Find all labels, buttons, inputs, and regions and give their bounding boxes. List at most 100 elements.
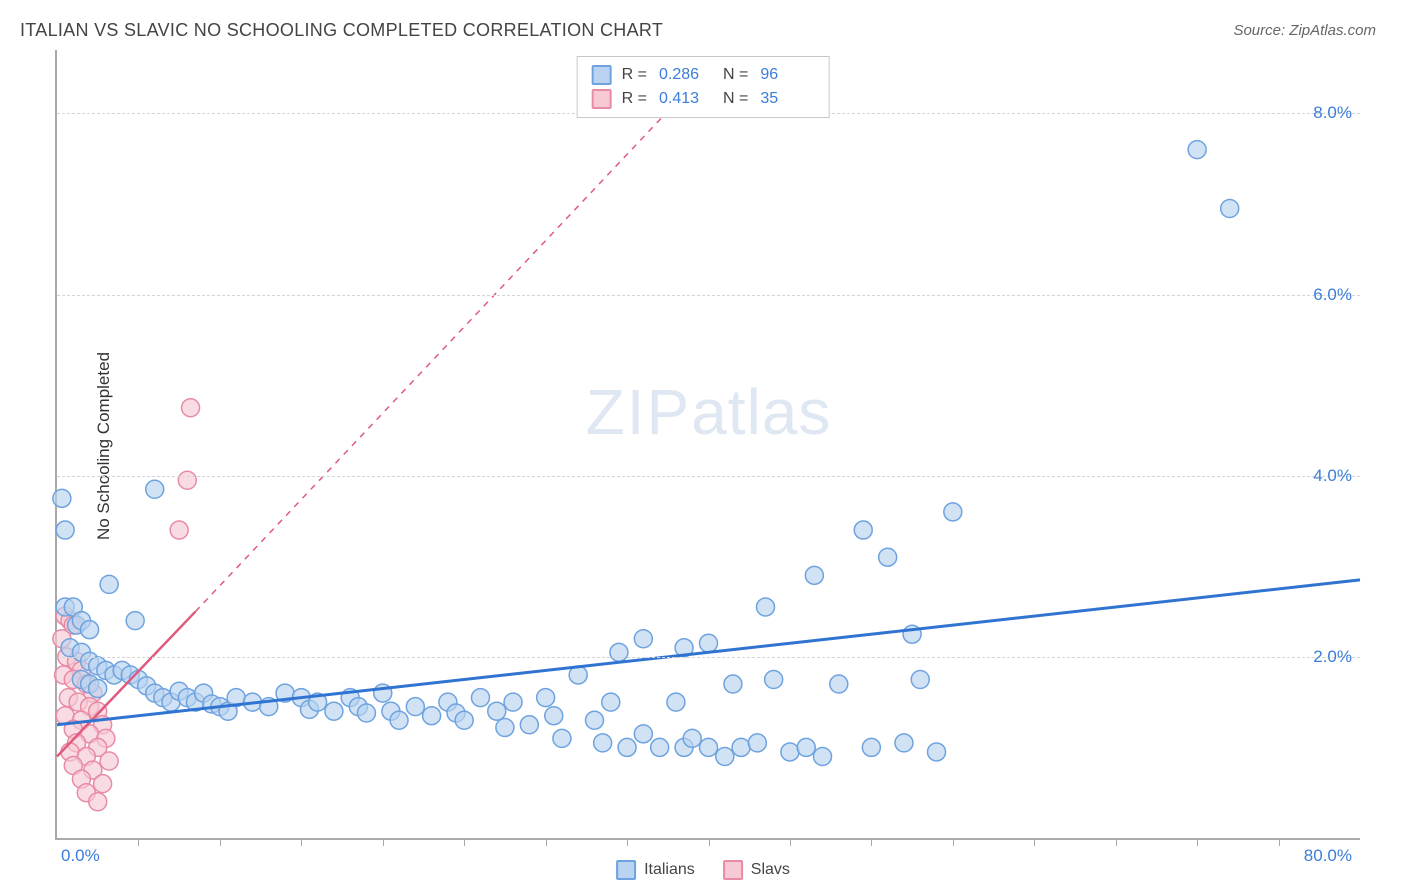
legend-r-value-italians: 0.286 [659,63,713,87]
data-point [651,738,669,756]
data-point [146,480,164,498]
legend-item-italians: Italians [616,860,695,880]
legend-swatch-italians [592,65,612,85]
data-point [553,729,571,747]
source-attribution: Source: ZipAtlas.com [1233,22,1376,39]
data-point [748,734,766,752]
data-point [765,670,783,688]
data-point [1221,200,1239,218]
data-point [390,711,408,729]
data-point [89,793,107,811]
data-point [357,704,375,722]
data-point [496,718,514,736]
legend-swatch-slavs [592,89,612,109]
data-point [594,734,612,752]
data-point [928,743,946,761]
data-point [879,548,897,566]
data-point [732,738,750,756]
x-tick-mark [1197,838,1198,846]
x-tick-mark [627,838,628,846]
data-point [325,702,343,720]
legend-r-label: R = [622,63,647,87]
data-point [797,738,815,756]
y-tick-label: 2.0% [1313,647,1352,667]
x-tick-mark [383,838,384,846]
legend-swatch-slavs [723,860,743,880]
data-point [455,711,473,729]
x-tick-mark [953,838,954,846]
data-point [610,643,628,661]
x-tick-mark [220,838,221,846]
data-point [667,693,685,711]
data-point [537,689,555,707]
plot-svg [57,50,1360,838]
data-point [488,702,506,720]
data-point [830,675,848,693]
data-point [757,598,775,616]
data-point [618,738,636,756]
chart-title: ITALIAN VS SLAVIC NO SCHOOLING COMPLETED… [20,20,663,41]
legend-r-label: R = [622,87,647,111]
data-point [520,716,538,734]
data-point [504,693,522,711]
correlation-legend: R = 0.286 N = 96 R = 0.413 N = 35 [577,56,830,118]
x-tick-mark [709,838,710,846]
x-tick-mark [138,838,139,846]
regression-line [195,68,708,611]
y-tick-label: 4.0% [1313,466,1352,486]
legend-row-slavs: R = 0.413 N = 35 [592,87,815,111]
legend-label-slavs: Slavs [751,861,790,879]
data-point [53,489,71,507]
data-point [634,630,652,648]
data-point [895,734,913,752]
data-point [89,680,107,698]
legend-n-value-italians: 96 [760,63,814,87]
data-point [178,471,196,489]
legend-n-label: N = [723,63,748,87]
data-point [700,738,718,756]
legend-n-value-slavs: 35 [760,87,814,111]
legend-label-italians: Italians [644,861,695,879]
chart-container: ITALIAN VS SLAVIC NO SCHOOLING COMPLETED… [0,0,1406,892]
legend-n-label: N = [723,87,748,111]
data-point [911,670,929,688]
grid-line [57,295,1360,296]
x-tick-mark [1116,838,1117,846]
data-point [814,747,832,765]
data-point [700,634,718,652]
x-tick-mark [546,838,547,846]
data-point [81,621,99,639]
legend-r-value-slavs: 0.413 [659,87,713,111]
x-axis-min-label: 0.0% [61,846,100,866]
data-point [724,675,742,693]
data-point [634,725,652,743]
data-point [94,775,112,793]
x-tick-mark [1279,838,1280,846]
y-tick-label: 6.0% [1313,285,1352,305]
data-point [126,612,144,630]
series-legend: Italians Slavs [616,860,790,880]
data-point [471,689,489,707]
data-point [100,575,118,593]
data-point [683,729,701,747]
data-point [862,738,880,756]
x-tick-mark [871,838,872,846]
y-tick-label: 8.0% [1313,103,1352,123]
plot-area: ZIPatlas 0.0% 80.0% 2.0%4.0%6.0%8.0% [55,50,1360,840]
data-point [854,521,872,539]
data-point [602,693,620,711]
data-point [406,698,424,716]
grid-line [57,476,1360,477]
data-point [545,707,563,725]
x-axis-max-label: 80.0% [1304,846,1352,866]
data-point [170,521,188,539]
data-point [423,707,441,725]
data-point [182,399,200,417]
regression-line [57,580,1360,725]
data-point [56,521,74,539]
data-point [944,503,962,521]
data-point [585,711,603,729]
data-point [100,752,118,770]
legend-row-italians: R = 0.286 N = 96 [592,63,815,87]
legend-item-slavs: Slavs [723,860,790,880]
